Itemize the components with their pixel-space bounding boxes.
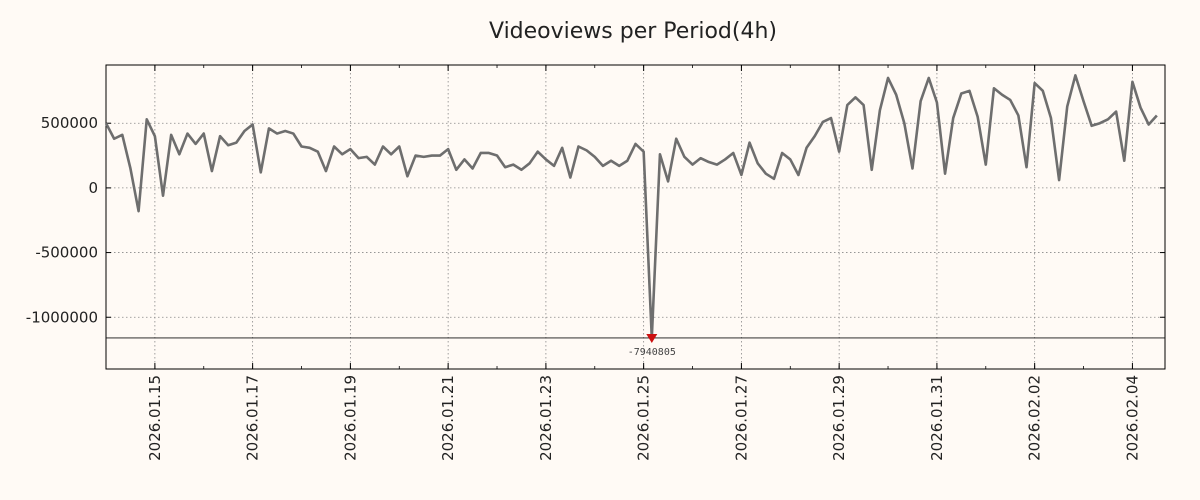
series-layer xyxy=(104,74,1158,340)
plot-frame xyxy=(105,64,1166,370)
x-tick-label: 2026.01.19 xyxy=(341,375,359,461)
grid xyxy=(106,65,1165,369)
annotations: -7940805 xyxy=(106,333,1165,358)
x-tick-label: 2026.02.02 xyxy=(1026,375,1044,461)
chart-title: Videoviews per Period(4h) xyxy=(489,19,777,44)
outlier-label: -7940805 xyxy=(628,347,676,358)
y-tick-label: -500000 xyxy=(35,244,98,262)
x-tick-label: 2026.01.15 xyxy=(146,375,164,461)
y-tick-label: -1000000 xyxy=(26,308,98,326)
outlier-marker xyxy=(646,333,658,343)
y-tick-label: 500000 xyxy=(41,114,98,132)
series-line-videoviews xyxy=(104,74,1158,340)
x-tick-label: 2026.02.04 xyxy=(1123,375,1141,461)
x-tick-label: 2026.01.23 xyxy=(537,375,555,461)
x-tick-label: 2026.01.27 xyxy=(732,375,750,461)
x-tick-label: 2026.01.21 xyxy=(439,375,457,461)
axes: 500000 0 -500000 -1000000 2026.01.15 2026.01.… xyxy=(26,64,1166,461)
y-tick-label: 0 xyxy=(88,179,98,197)
x-tick-label: 2026.01.17 xyxy=(244,375,262,461)
x-tick-label: 2026.01.25 xyxy=(635,375,653,461)
x-tick-label: 2026.01.29 xyxy=(830,375,848,461)
x-tick-label: 2026.01.31 xyxy=(928,375,946,461)
